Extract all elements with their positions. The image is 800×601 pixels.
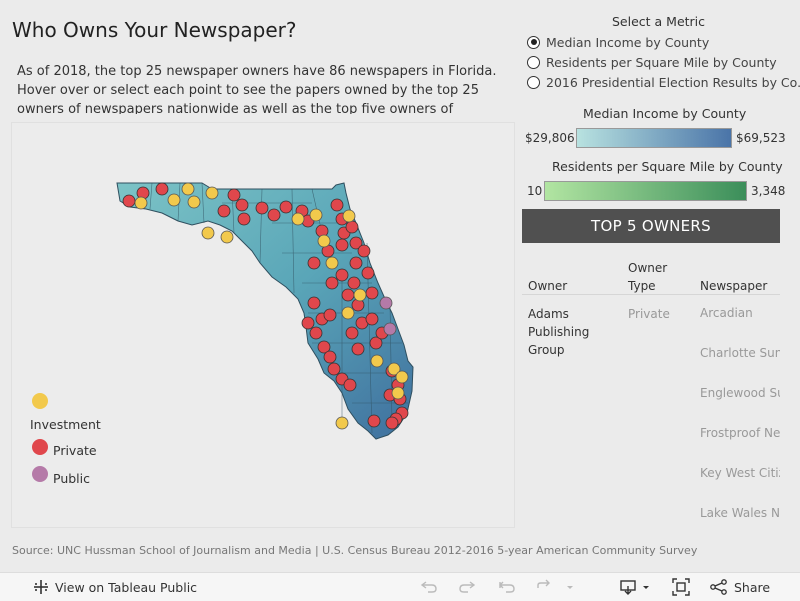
- table-divider: [522, 294, 780, 295]
- legend-private-label: Private: [53, 443, 97, 458]
- top5-owners-header: TOP 5 OWNERS: [522, 209, 780, 243]
- dashboard: Who Owns Your Newspaper? As of 2018, the…: [11, 14, 800, 557]
- metric-selector-title: Select a Metric: [612, 14, 706, 29]
- share-icon: [710, 579, 727, 595]
- source-note: Source: UNC Hussman School of Journalism…: [12, 544, 698, 557]
- income-scale-max: $69,523: [736, 131, 786, 145]
- page-title: Who Owns Your Newspaper?: [12, 18, 297, 42]
- share-label: Share: [734, 579, 771, 595]
- newspaper-cell[interactable]: Key West Citiz: [700, 466, 780, 480]
- tableau-toolbar: View on Tableau Public Share: [0, 572, 800, 601]
- fullscreen-icon[interactable]: [672, 578, 690, 596]
- newspaper-cell[interactable]: Frostproof Ne: [700, 426, 780, 440]
- col-header-owner-type: Owner Type: [628, 261, 668, 293]
- redo-icon[interactable]: [458, 579, 476, 595]
- download-icon[interactable]: [620, 579, 640, 595]
- undo-icon[interactable]: [420, 579, 438, 595]
- col-header-newspaper: Newspaper: [700, 279, 768, 293]
- income-scale-title: Median Income by County: [583, 106, 747, 121]
- newspaper-cell[interactable]: Lake Wales Ne: [700, 506, 780, 520]
- metric-option-label: Residents per Square Mile by County: [546, 54, 777, 70]
- revert-icon[interactable]: [498, 579, 516, 595]
- radio-button[interactable]: [527, 35, 540, 49]
- newspaper-points[interactable]: [122, 182, 409, 430]
- view-on-tableau-button[interactable]: View on Tableau Public: [33, 573, 197, 601]
- legend-public-label: Public: [53, 471, 90, 486]
- intro-text: As of 2018, the top 25 newspaper owners …: [17, 64, 497, 114]
- refresh-menu-chevron-icon[interactable]: [565, 579, 575, 595]
- download-menu-chevron-icon[interactable]: [641, 579, 651, 595]
- col-header-owner: Owner: [528, 279, 568, 293]
- metric-option-election[interactable]: 2016 Presidential Election Results by Co…: [527, 73, 800, 91]
- income-scale-min: $29,806: [525, 131, 575, 145]
- metric-option-density[interactable]: Residents per Square Mile by County: [527, 53, 777, 71]
- newspaper-cell[interactable]: Englewood Su: [700, 386, 780, 400]
- newspaper-cell[interactable]: Charlotte Sun: [700, 346, 780, 360]
- income-color-bar: [576, 128, 732, 148]
- legend-public-dot[interactable]: [32, 466, 48, 482]
- metric-option-label: 2016 Presidential Election Results by Co…: [546, 74, 800, 90]
- density-color-bar: [544, 181, 747, 201]
- legend-private-dot[interactable]: [32, 439, 48, 455]
- owner-type-cell: Private: [628, 307, 670, 321]
- legend-investment-dot[interactable]: [32, 393, 48, 409]
- share-button[interactable]: Share: [710, 573, 770, 601]
- metric-option-income[interactable]: Median Income by County: [527, 33, 709, 51]
- density-scale-max: 3,348: [751, 184, 786, 198]
- newspaper-cell[interactable]: Arcadian: [700, 306, 753, 320]
- radio-button[interactable]: [527, 55, 540, 69]
- owner-cell[interactable]: Adams Publishing Group: [528, 307, 590, 357]
- tableau-logo-icon: [34, 580, 48, 594]
- density-scale-title: Residents per Square Mile by County: [552, 159, 783, 174]
- florida-map[interactable]: [12, 123, 514, 527]
- view-on-tableau-label: View on Tableau Public: [55, 579, 198, 595]
- metric-option-label: Median Income by County: [546, 34, 710, 50]
- refresh-icon[interactable]: [535, 579, 553, 595]
- radio-button[interactable]: [527, 75, 540, 89]
- density-scale-min: 10: [527, 184, 543, 198]
- legend-investment-label: Investment: [30, 417, 101, 432]
- florida-map-panel[interactable]: Investment Private Public: [11, 122, 515, 528]
